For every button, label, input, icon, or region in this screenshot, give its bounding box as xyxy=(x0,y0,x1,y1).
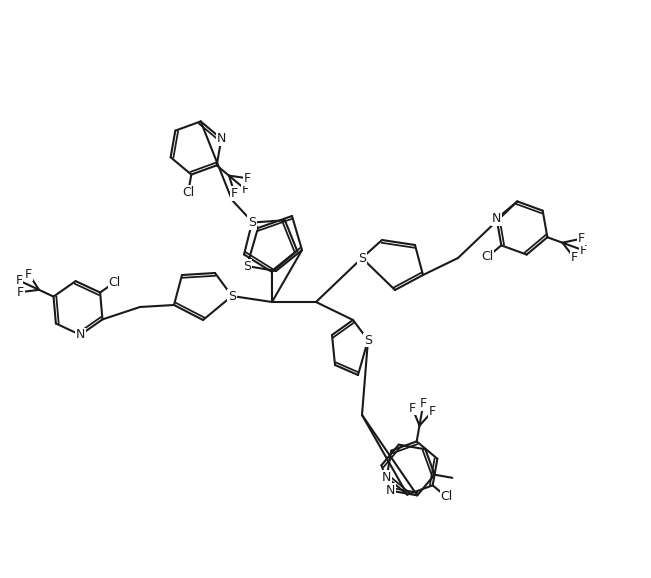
Text: S: S xyxy=(364,334,372,346)
Text: F: F xyxy=(570,251,577,264)
Text: F: F xyxy=(244,172,251,185)
Text: F: F xyxy=(420,398,427,410)
Text: N: N xyxy=(76,328,85,342)
Text: F: F xyxy=(16,274,23,287)
Text: F: F xyxy=(242,183,249,197)
Text: F: F xyxy=(231,187,238,200)
Text: N: N xyxy=(492,212,501,225)
Text: F: F xyxy=(579,244,587,257)
Text: N: N xyxy=(217,132,226,145)
Text: F: F xyxy=(428,405,436,418)
Text: F: F xyxy=(17,286,24,299)
Text: Cl: Cl xyxy=(481,250,493,264)
Text: S: S xyxy=(228,290,236,302)
Text: Cl: Cl xyxy=(182,186,194,199)
Text: S: S xyxy=(248,216,256,229)
Text: N: N xyxy=(386,484,395,497)
Text: Cl: Cl xyxy=(440,490,452,503)
Text: F: F xyxy=(409,402,416,414)
Text: S: S xyxy=(358,251,366,265)
Text: F: F xyxy=(25,268,33,280)
Text: Cl: Cl xyxy=(109,276,121,288)
Text: F: F xyxy=(577,232,585,245)
Text: N: N xyxy=(382,470,391,484)
Text: S: S xyxy=(243,260,251,272)
